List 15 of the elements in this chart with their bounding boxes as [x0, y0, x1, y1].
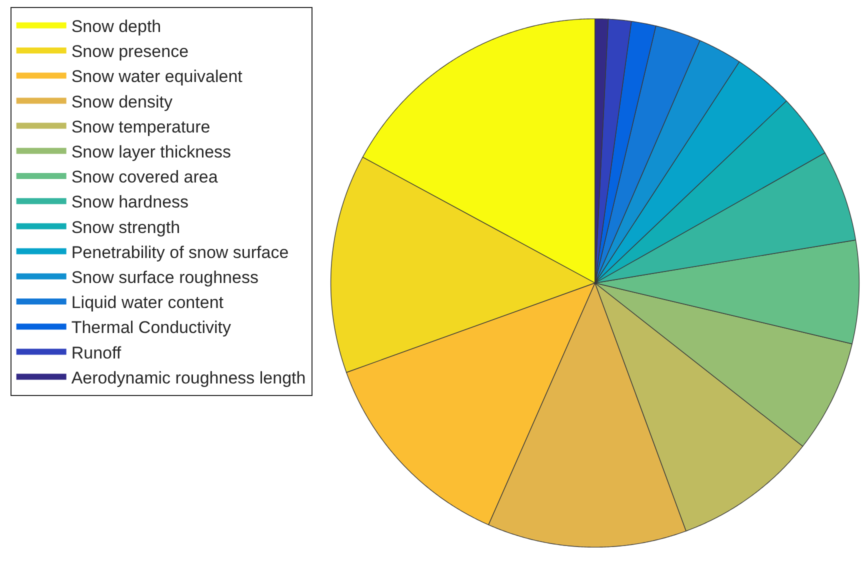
- legend-label: Aerodynamic roughness length: [71, 368, 306, 388]
- legend-label: Thermal Conductivity: [71, 318, 232, 338]
- legend-label: Snow strength: [71, 218, 180, 237]
- legend-label: Snow water equivalent: [71, 67, 243, 86]
- legend-label: Snow layer thickness: [71, 142, 232, 162]
- legend-label: Snow presence: [71, 42, 189, 62]
- legend-label: Snow density: [71, 92, 173, 112]
- legend-label: Snow hardness: [71, 192, 189, 212]
- legend-label: Snow temperature: [71, 117, 210, 136]
- legend-label: Snow surface roughness: [71, 268, 258, 288]
- legend-label: Liquid water content: [71, 293, 224, 312]
- legend-label: Runoff: [71, 343, 122, 362]
- legend-label: Snow depth: [71, 17, 162, 36]
- legend-label: Penetrability of snow surface: [71, 242, 289, 262]
- legend-label: Snow covered area: [71, 168, 218, 187]
